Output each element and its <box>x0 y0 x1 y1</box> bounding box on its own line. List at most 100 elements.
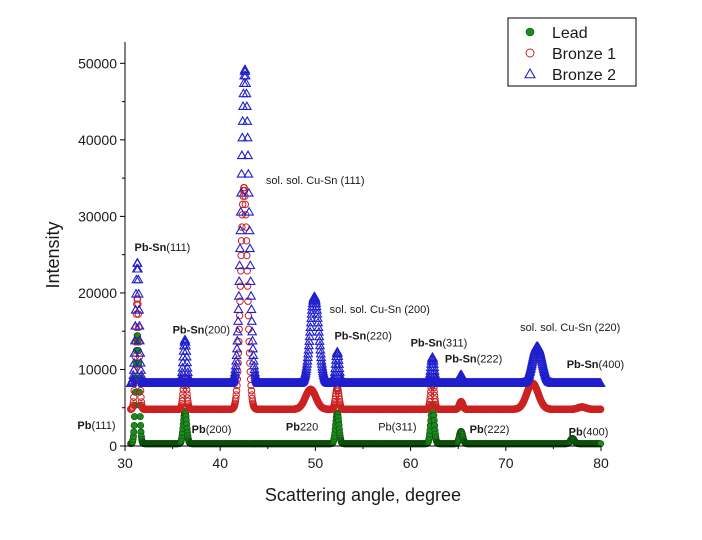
data-point <box>179 390 187 398</box>
data-point <box>242 150 254 160</box>
data-point <box>236 282 245 290</box>
peak-annotation: Pb-Sn(111) <box>135 242 191 254</box>
peak-annotation: sol. sol. Cu-Sn (220) <box>520 322 620 334</box>
data-point <box>242 237 251 245</box>
data-point <box>183 390 191 398</box>
data-point <box>137 393 145 402</box>
data-point <box>232 394 240 403</box>
peak-annotation: Pb(200) <box>192 424 232 436</box>
peak-annotation: sol. sol. Cu-Sn (111) <box>266 175 365 187</box>
series-layer <box>125 64 606 448</box>
annotation-text-part: sol. sol. Cu-Sn (220) <box>520 322 620 334</box>
data-point <box>178 397 186 405</box>
data-point <box>233 303 244 313</box>
data-point <box>247 387 256 395</box>
annotation-bold-part: Pb <box>569 426 583 438</box>
data-point <box>237 237 246 245</box>
annotation-bold-part: Pb-Sn <box>135 242 167 254</box>
annotation-bold-part: Pb <box>286 422 300 434</box>
annotation-text-part: sol. sol. Cu-Sn (200) <box>330 304 430 316</box>
data-point <box>136 413 144 421</box>
data-point <box>245 276 256 286</box>
annotation-text-part: (400) <box>583 426 609 438</box>
data-point <box>238 223 246 231</box>
peak-annotation: Pb(222) <box>470 424 510 436</box>
data-point <box>235 206 246 216</box>
annotation-bold-part: Pb-Sn <box>173 324 205 336</box>
legend-label: Lead <box>552 25 588 42</box>
data-point <box>525 27 535 37</box>
y-tick-label: 30000 <box>78 208 117 224</box>
x-tick-label: 60 <box>403 455 419 471</box>
data-point <box>129 401 137 409</box>
series-lead <box>127 332 605 448</box>
peak-annotation: Pb-Sn(200) <box>173 324 230 336</box>
data-point <box>245 260 256 270</box>
annotation-text-part: (311) <box>442 338 467 350</box>
y-tick-label: 0 <box>109 438 117 454</box>
y-tick-label: 40000 <box>78 132 117 148</box>
peak-annotation: Pb-Sn(400) <box>567 359 624 371</box>
legend-label: Bronze 1 <box>552 46 616 63</box>
data-point <box>247 343 259 353</box>
annotation-bold-part: Pb <box>77 420 91 432</box>
data-point <box>246 315 257 325</box>
data-point <box>234 243 246 253</box>
data-point <box>241 200 250 209</box>
y-tick-label: 20000 <box>78 285 117 301</box>
data-point <box>246 303 257 313</box>
data-point <box>244 243 256 253</box>
legend-label: Bronze 2 <box>552 67 616 84</box>
peak-annotation: Pb-Sn(311) <box>411 338 468 350</box>
peak-annotation: Pb(400) <box>569 426 609 438</box>
annotation-bold-part: Pb-Sn <box>411 338 443 350</box>
data-point <box>130 428 138 436</box>
annotation-text-part: (200) <box>204 324 230 336</box>
peak-annotation: sol. sol. Cu-Sn (200) <box>330 304 430 316</box>
peak-annotation: Pb(111) <box>77 420 115 432</box>
y-tick-label: 10000 <box>78 361 117 377</box>
data-point <box>137 421 145 429</box>
data-point <box>245 290 257 300</box>
annotation-bold-part: Pb-Sn <box>445 354 477 366</box>
annotation-text-part: (400) <box>599 359 625 371</box>
annotation-bold-part: Pb <box>192 424 206 436</box>
annotation-text-part: 220 <box>300 422 318 434</box>
annotation-text-part: (111) <box>91 420 115 432</box>
peak-annotation: Pb(311) <box>378 422 416 434</box>
x-tick-label: 70 <box>498 455 514 471</box>
annotation-text-part: (222) <box>477 354 503 366</box>
annotation-text-part: (111) <box>166 242 190 254</box>
data-point <box>232 391 240 399</box>
peak-annotation: Pb-Sn(220) <box>334 331 391 343</box>
legend: Lead Bronze 1 Bronze 2 <box>507 17 637 87</box>
annotation-bold-part: Pb-Sn <box>567 359 599 371</box>
y-axis-title: Intensity <box>43 221 63 288</box>
data-point <box>243 168 254 178</box>
series-bronze-1 <box>127 183 605 413</box>
data-point <box>129 398 138 406</box>
data-point <box>236 297 244 305</box>
annotation-text-part: (220) <box>366 331 392 343</box>
data-point <box>232 387 241 395</box>
data-point <box>232 326 243 336</box>
data-point <box>247 326 258 336</box>
x-tick-label: 80 <box>593 455 609 471</box>
annotation-bold-part: Pb-Sn <box>334 331 366 343</box>
data-point <box>178 394 187 402</box>
data-point <box>243 282 252 290</box>
x-tick-label: 50 <box>308 455 324 471</box>
peak-annotation: Pb220 <box>286 422 318 434</box>
annotation-bold-part: Pb <box>470 424 484 436</box>
y-tick-label: 50000 <box>78 55 117 71</box>
data-point <box>130 421 138 429</box>
peak-annotation: Pb-Sn(222) <box>445 354 502 366</box>
data-point <box>133 295 142 303</box>
annotation-text-part: (200) <box>206 424 232 436</box>
data-point <box>232 335 243 345</box>
x-axis-title: Scattering angle, degree <box>265 485 461 505</box>
x-tick-label: 40 <box>212 455 228 471</box>
annotation-text-part: Pb(311) <box>378 422 416 434</box>
data-point <box>238 200 247 209</box>
